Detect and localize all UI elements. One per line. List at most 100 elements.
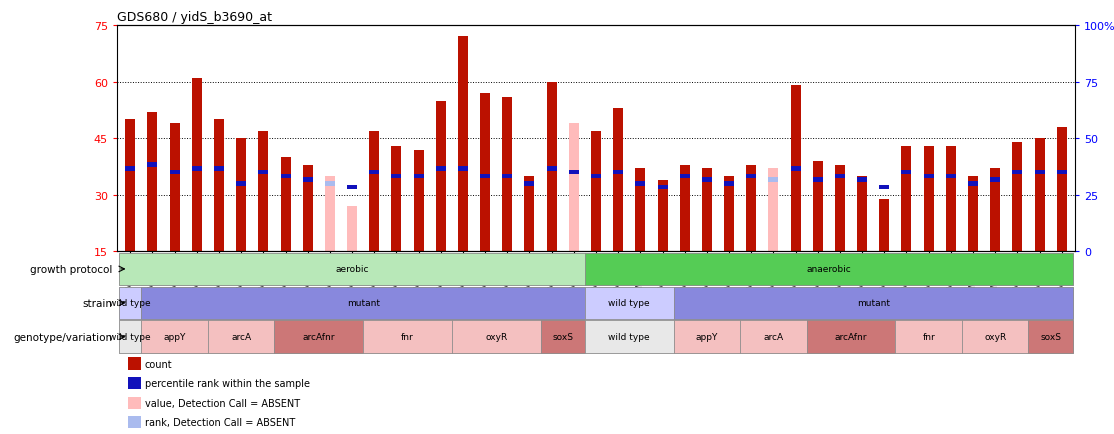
Bar bbox=[791, 86, 801, 252]
Text: mutant: mutant bbox=[857, 299, 890, 308]
Text: count: count bbox=[145, 359, 173, 368]
Text: arcAfnr: arcAfnr bbox=[303, 332, 335, 342]
Bar bbox=[791, 167, 801, 171]
Bar bbox=[502, 98, 512, 252]
Bar bbox=[214, 167, 224, 171]
Bar bbox=[325, 177, 335, 252]
Bar bbox=[525, 182, 535, 186]
Bar bbox=[436, 167, 446, 171]
Bar bbox=[281, 158, 291, 252]
Bar bbox=[169, 171, 179, 175]
Bar bbox=[896, 321, 961, 353]
Bar bbox=[592, 132, 600, 252]
Text: percentile rank within the sample: percentile rank within the sample bbox=[145, 378, 310, 388]
Bar bbox=[391, 174, 401, 179]
Bar bbox=[452, 321, 540, 353]
Text: GDS680 / yidS_b3690_at: GDS680 / yidS_b3690_at bbox=[117, 10, 272, 23]
Text: oxyR: oxyR bbox=[485, 332, 507, 342]
Text: arcAfnr: arcAfnr bbox=[834, 332, 868, 342]
Text: fnr: fnr bbox=[401, 332, 414, 342]
Text: arcA: arcA bbox=[763, 332, 783, 342]
Bar bbox=[363, 321, 452, 353]
Text: arcA: arcA bbox=[231, 332, 252, 342]
Bar bbox=[769, 169, 779, 252]
Bar bbox=[480, 94, 490, 252]
Bar bbox=[674, 321, 740, 353]
Bar bbox=[502, 174, 512, 179]
Bar bbox=[857, 178, 867, 183]
Text: mutant: mutant bbox=[346, 299, 380, 308]
Bar bbox=[1035, 171, 1045, 175]
Bar bbox=[147, 163, 157, 168]
Bar bbox=[769, 178, 779, 183]
Bar bbox=[325, 182, 335, 186]
Bar bbox=[125, 167, 135, 171]
Bar bbox=[990, 169, 1000, 252]
Bar bbox=[141, 287, 585, 319]
Bar bbox=[946, 174, 956, 179]
Bar bbox=[214, 120, 224, 252]
Bar bbox=[657, 185, 667, 190]
Bar bbox=[740, 321, 807, 353]
Bar bbox=[1057, 128, 1067, 252]
Bar bbox=[857, 177, 867, 252]
Bar bbox=[813, 161, 823, 252]
Bar bbox=[303, 178, 313, 183]
Bar bbox=[192, 79, 202, 252]
Text: wild type: wild type bbox=[608, 299, 651, 308]
Bar bbox=[569, 124, 579, 252]
Bar bbox=[585, 321, 674, 353]
Text: value, Detection Call = ABSENT: value, Detection Call = ABSENT bbox=[145, 398, 300, 408]
Bar bbox=[525, 177, 535, 252]
Text: soxS: soxS bbox=[553, 332, 574, 342]
Bar bbox=[635, 182, 645, 186]
Text: growth protocol: growth protocol bbox=[30, 264, 113, 274]
Bar bbox=[961, 321, 1028, 353]
Bar bbox=[119, 321, 141, 353]
Text: soxS: soxS bbox=[1040, 332, 1062, 342]
Bar bbox=[119, 287, 141, 319]
Bar bbox=[674, 287, 1073, 319]
Text: wild type: wild type bbox=[109, 299, 152, 308]
Bar bbox=[746, 174, 756, 179]
Bar bbox=[635, 169, 645, 252]
Bar bbox=[480, 174, 490, 179]
Bar bbox=[281, 174, 291, 179]
Bar bbox=[569, 171, 579, 175]
Bar bbox=[1013, 143, 1023, 252]
Bar bbox=[348, 185, 356, 190]
Bar bbox=[458, 37, 468, 252]
Bar bbox=[192, 167, 202, 171]
Text: oxyR: oxyR bbox=[984, 332, 1006, 342]
Bar bbox=[592, 174, 600, 179]
Bar bbox=[547, 167, 557, 171]
Bar bbox=[680, 174, 690, 179]
Bar bbox=[369, 132, 379, 252]
Bar bbox=[348, 207, 356, 252]
Bar bbox=[547, 82, 557, 252]
Bar bbox=[413, 174, 423, 179]
Bar bbox=[258, 132, 268, 252]
Bar bbox=[119, 253, 585, 286]
Bar bbox=[208, 321, 274, 353]
Bar bbox=[1013, 171, 1023, 175]
Bar bbox=[413, 150, 423, 252]
Bar bbox=[901, 146, 911, 252]
Bar bbox=[458, 167, 468, 171]
Text: fnr: fnr bbox=[922, 332, 935, 342]
Bar bbox=[585, 287, 674, 319]
Bar bbox=[125, 120, 135, 252]
Bar bbox=[258, 171, 268, 175]
Bar bbox=[724, 177, 734, 252]
Bar bbox=[1028, 321, 1073, 353]
Bar bbox=[169, 124, 179, 252]
Text: wild type: wild type bbox=[608, 332, 651, 342]
Bar bbox=[836, 165, 844, 252]
Bar bbox=[391, 146, 401, 252]
Bar bbox=[724, 182, 734, 186]
Text: wild type: wild type bbox=[109, 332, 152, 342]
Bar bbox=[879, 185, 889, 190]
Bar bbox=[585, 253, 1073, 286]
Bar bbox=[274, 321, 363, 353]
Bar bbox=[369, 171, 379, 175]
